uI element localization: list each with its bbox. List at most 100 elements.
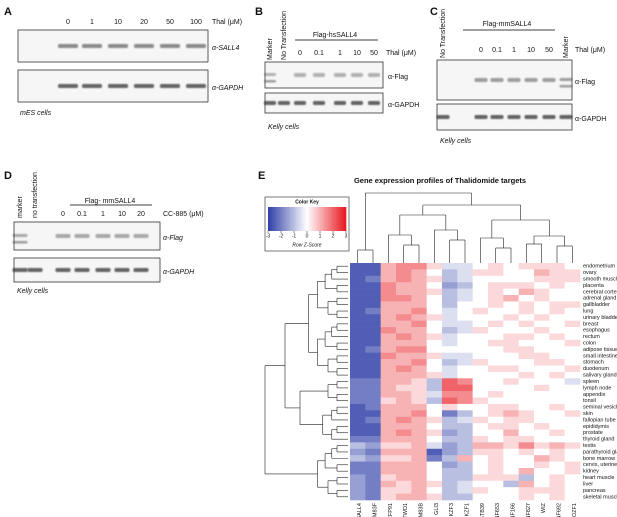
heatmap-cell [411, 410, 427, 418]
heatmap-cell [549, 314, 565, 321]
heatmap-cell [365, 263, 381, 270]
color-key-step [282, 207, 284, 231]
heatmap-cell [472, 339, 489, 347]
color-key-step [290, 207, 292, 231]
heatmap-cell [411, 397, 427, 405]
heatmap-cell [457, 423, 473, 430]
heatmap-cell [518, 461, 535, 469]
heatmap-cell [350, 346, 366, 353]
heatmap-cell [365, 391, 381, 398]
heatmap-cell [564, 455, 581, 462]
heatmap-cell [564, 384, 581, 392]
heatmap-cell [534, 429, 550, 437]
heatmap-cell [411, 442, 427, 450]
heatmap-cell [549, 269, 565, 277]
row-label: salivary gland [583, 373, 617, 379]
heatmap-cell [488, 365, 504, 373]
heatmap-cell [549, 448, 565, 456]
heatmap-cell [564, 416, 581, 424]
heatmap-cell [457, 391, 473, 398]
heatmap-cell [396, 493, 412, 501]
heatmap-cell [350, 448, 366, 456]
heatmap-cell [472, 275, 489, 283]
row-label: ovary [583, 270, 597, 276]
heatmap-cell [380, 275, 397, 283]
heatmap-cell [411, 467, 427, 475]
heatmap-cell [380, 339, 397, 347]
heatmap-cell [396, 410, 412, 418]
heatmap-cell [472, 397, 489, 405]
heatmap-cell [564, 352, 581, 360]
heatmap-cell [503, 391, 519, 398]
heatmap-cell [503, 333, 519, 341]
heatmap-cell [426, 474, 443, 482]
heatmap-cell [488, 403, 504, 411]
heatmap-cell [365, 384, 381, 392]
heatmap-cell [380, 327, 397, 334]
heatmap-cell [396, 455, 412, 462]
heatmap-cell [457, 435, 473, 443]
heatmap-cell [380, 269, 397, 277]
color-key-label: Row Z-Score [292, 242, 321, 248]
heatmap-cell [549, 301, 565, 309]
heatmap-cell [549, 423, 565, 430]
heatmap-cell [365, 320, 381, 328]
color-key-step [312, 207, 314, 231]
color-key-step [275, 207, 278, 231]
heatmap-cell [380, 461, 397, 469]
heatmap-cell [503, 295, 519, 302]
panel-letter: B [255, 6, 263, 18]
heatmap-cell [442, 288, 458, 296]
heatmap-cell [564, 314, 581, 321]
heatmap-cell [426, 295, 443, 302]
heatmap-cell [457, 359, 473, 366]
band [58, 84, 78, 88]
heatmap-cell [396, 391, 412, 398]
heatmap-cell [518, 442, 535, 450]
heatmap-cell [472, 455, 489, 462]
heatmap-cell [549, 371, 565, 379]
heatmap-cell [426, 410, 443, 418]
heatmap-cell [426, 282, 443, 289]
color-key-step [339, 207, 342, 231]
cell-line-label: Kelly cells [17, 288, 49, 295]
heatmap-cell [549, 487, 565, 494]
heatmap-cell [365, 282, 381, 289]
heatmap-cell [564, 480, 581, 488]
heatmap-cell [518, 378, 535, 386]
heatmap-cell [396, 288, 412, 296]
heatmap-cell [411, 448, 427, 456]
band [134, 84, 154, 88]
heatmap-cell [534, 365, 550, 373]
color-key-step [342, 207, 344, 231]
color-key-step [338, 207, 340, 231]
heatmap-cell [365, 378, 381, 386]
column-label: IKZF3 [449, 503, 455, 517]
heatmap-cell [396, 416, 412, 424]
heatmap-cell [396, 346, 412, 353]
heatmap-cell [472, 474, 489, 482]
heatmap-cell [380, 346, 397, 353]
heatmap-cell [396, 448, 412, 456]
heatmap-cell [411, 275, 427, 283]
heatmap-cell [411, 327, 427, 334]
heatmap-cell [534, 275, 550, 283]
heatmap-cell [442, 371, 458, 379]
heatmap-cell [442, 384, 458, 392]
heatmap-cell [380, 474, 397, 482]
heatmap-cell [457, 339, 473, 347]
heatmap-cell [503, 282, 519, 289]
heatmap-cell [503, 474, 519, 482]
heatmap-cell [564, 442, 581, 450]
heatmap-cell [488, 333, 504, 341]
band [160, 44, 180, 48]
heatmap-cell [396, 384, 412, 392]
heatmap-cell [472, 429, 489, 437]
heatmap-cell [350, 301, 366, 309]
row-label: prostate [583, 430, 603, 436]
row-label: bone marrow [583, 456, 615, 462]
heatmap-cell [411, 346, 427, 353]
color-key-step [344, 207, 347, 231]
row-label: small intestine [583, 353, 617, 359]
heatmap-cell [503, 487, 519, 494]
